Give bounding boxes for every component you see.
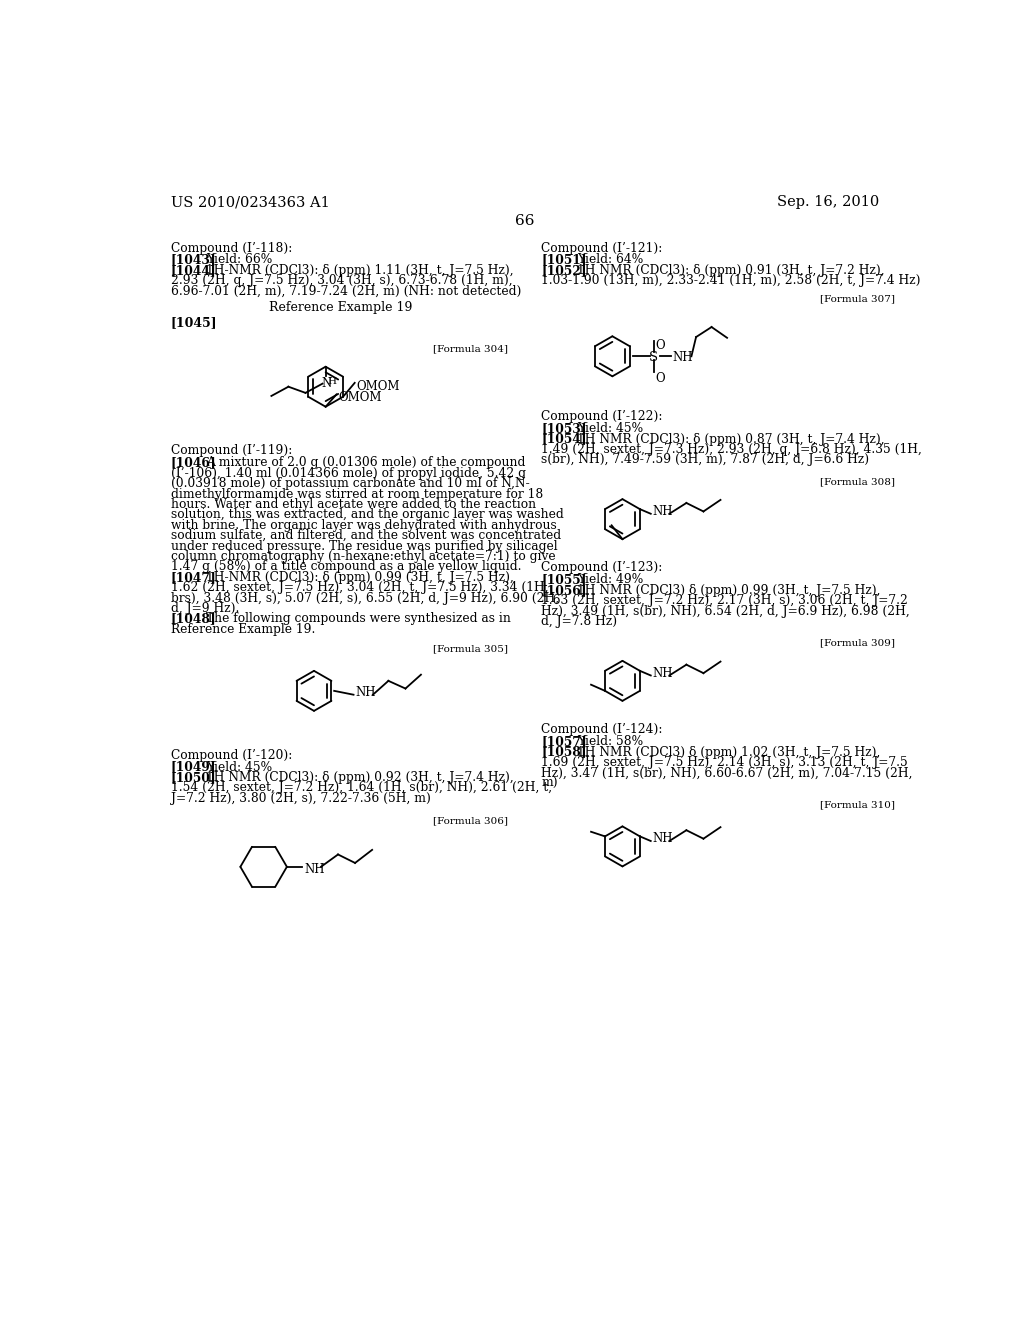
Text: column chromatography (n-hexane:ethyl acetate=7:1) to give: column chromatography (n-hexane:ethyl ac… xyxy=(171,550,555,562)
Text: Hz), 3.47 (1H, s(br), NH), 6.60-6.67 (2H, m), 7.04-7.15 (2H,: Hz), 3.47 (1H, s(br), NH), 6.60-6.67 (2H… xyxy=(541,767,912,779)
Text: [Formula 309]: [Formula 309] xyxy=(820,639,895,648)
Text: NH: NH xyxy=(652,506,673,517)
Text: Reference Example 19: Reference Example 19 xyxy=(269,301,413,314)
Text: Reference Example 19.: Reference Example 19. xyxy=(171,623,315,636)
Text: 66: 66 xyxy=(515,214,535,228)
Text: 2.93 (2H, q, J=7.5 Hz), 3.04 (3H, s), 6.73-6.78 (1H, m),: 2.93 (2H, q, J=7.5 Hz), 3.04 (3H, s), 6.… xyxy=(171,275,512,288)
Text: Yield: 45%: Yield: 45% xyxy=(577,422,643,436)
Text: Yield: 66%: Yield: 66% xyxy=(206,253,272,267)
Text: A mixture of 2.0 g (0.01306 mole) of the compound: A mixture of 2.0 g (0.01306 mole) of the… xyxy=(206,457,525,470)
Text: [1053]: [1053] xyxy=(541,422,587,436)
Text: [1043]: [1043] xyxy=(171,253,216,267)
Text: H: H xyxy=(328,376,336,385)
Text: O: O xyxy=(655,372,666,384)
Text: [1050]: [1050] xyxy=(171,771,216,784)
Text: Yield: 64%: Yield: 64% xyxy=(577,253,643,267)
Text: Yield: 58%: Yield: 58% xyxy=(577,735,643,748)
Text: NH: NH xyxy=(355,686,376,698)
Text: OMOM: OMOM xyxy=(338,391,382,404)
Text: [1049]: [1049] xyxy=(171,760,216,774)
Text: [Formula 305]: [Formula 305] xyxy=(433,644,508,653)
Text: [1051]: [1051] xyxy=(541,253,587,267)
Text: [1052]: [1052] xyxy=(541,264,587,277)
Text: [1047]: [1047] xyxy=(171,570,216,583)
Text: sodium sulfate, and filtered, and the solvent was concentrated: sodium sulfate, and filtered, and the so… xyxy=(171,529,561,543)
Text: 1H-NMR (CDCl3): δ (ppm) 1.11 (3H, t, J=7.5 Hz),: 1H-NMR (CDCl3): δ (ppm) 1.11 (3H, t, J=7… xyxy=(206,264,514,277)
Text: 1.63 (2H, sextet, J=7.2 Hz), 2.17 (3H, s), 3.06 (2H, t, J=7.2: 1.63 (2H, sextet, J=7.2 Hz), 2.17 (3H, s… xyxy=(541,594,908,607)
Text: hours. Water and ethyl acetate were added to the reaction: hours. Water and ethyl acetate were adde… xyxy=(171,498,536,511)
Text: O: O xyxy=(655,339,666,352)
Text: N: N xyxy=(321,376,331,389)
Text: 1.54 (2H, sextet, J=7.2 Hz), 1.64 (1H, s(br), NH), 2.61 (2H, t,: 1.54 (2H, sextet, J=7.2 Hz), 1.64 (1H, s… xyxy=(171,781,552,795)
Text: [Formula 306]: [Formula 306] xyxy=(433,817,508,826)
Text: [1054]: [1054] xyxy=(541,433,587,446)
Text: [1048]: [1048] xyxy=(171,612,216,626)
Text: Compound (I’-124):: Compound (I’-124): xyxy=(541,723,663,737)
Text: Hz), 3.49 (1H, s(br), NH), 6.54 (2H, d, J=6.9 Hz), 6.98 (2H,: Hz), 3.49 (1H, s(br), NH), 6.54 (2H, d, … xyxy=(541,605,910,618)
Text: Compound (I’-119):: Compound (I’-119): xyxy=(171,445,292,458)
Text: 1H NMR (CDCl3): δ (ppm) 0.87 (3H, t, J=7.4 Hz),: 1H NMR (CDCl3): δ (ppm) 0.87 (3H, t, J=7… xyxy=(577,433,885,446)
Text: 1H NMR (CDCl3) δ (ppm) 1.02 (3H, t, J=7.5 Hz),: 1H NMR (CDCl3) δ (ppm) 1.02 (3H, t, J=7.… xyxy=(577,746,880,759)
Text: 1H NMR (CDCl3): δ (ppm) 0.92 (3H, t, J=7.4 Hz),: 1H NMR (CDCl3): δ (ppm) 0.92 (3H, t, J=7… xyxy=(206,771,514,784)
Text: Compound (I’-122):: Compound (I’-122): xyxy=(541,411,663,424)
Text: 1.62 (2H, sextet, J=7.5 Hz), 3.04 (2H, t, J=7.5 Hz), 3.34 (1H,: 1.62 (2H, sextet, J=7.5 Hz), 3.04 (2H, t… xyxy=(171,581,548,594)
Text: [1057]: [1057] xyxy=(541,735,587,748)
Text: Compound (I’-120):: Compound (I’-120): xyxy=(171,748,292,762)
Text: S: S xyxy=(649,351,658,364)
Text: [Formula 304]: [Formula 304] xyxy=(433,345,508,354)
Text: dimethylformamide was stirred at room temperature for 18: dimethylformamide was stirred at room te… xyxy=(171,487,543,500)
Text: 1.47 g (58%) of a title compound as a pale yellow liquid.: 1.47 g (58%) of a title compound as a pa… xyxy=(171,560,521,573)
Text: 1H NMR (CDCl3) δ (ppm) 0.99 (3H, t, J=7.5 Hz),: 1H NMR (CDCl3) δ (ppm) 0.99 (3H, t, J=7.… xyxy=(577,583,881,597)
Text: [Formula 310]: [Formula 310] xyxy=(820,800,895,809)
Text: brs), 3.48 (3H, s), 5.07 (2H, s), 6.55 (2H, d, J=9 Hz), 6.90 (2H,: brs), 3.48 (3H, s), 5.07 (2H, s), 6.55 (… xyxy=(171,591,559,605)
Text: Compound (I’-123):: Compound (I’-123): xyxy=(541,561,663,574)
Text: Sep. 16, 2010: Sep. 16, 2010 xyxy=(777,195,879,210)
Text: (0.03918 mole) of potassium carbonate and 10 ml of N,N-: (0.03918 mole) of potassium carbonate an… xyxy=(171,478,529,490)
Text: s(br), NH), 7.49-7.59 (3H, m), 7.87 (2H, d, J=6.6 Hz): s(br), NH), 7.49-7.59 (3H, m), 7.87 (2H,… xyxy=(541,453,869,466)
Text: [Formula 307]: [Formula 307] xyxy=(820,294,895,304)
Text: Yield: 45%: Yield: 45% xyxy=(206,760,272,774)
Text: NH: NH xyxy=(652,832,673,845)
Text: OMOM: OMOM xyxy=(356,380,399,393)
Text: d, J=7.8 Hz): d, J=7.8 Hz) xyxy=(541,615,617,628)
Text: 1.49 (2H, sextet, J=7.3 Hz), 2.93 (2H, q, J=6.8 Hz), 4.35 (1H,: 1.49 (2H, sextet, J=7.3 Hz), 2.93 (2H, q… xyxy=(541,444,922,455)
Text: with brine. The organic layer was dehydrated with anhydrous: with brine. The organic layer was dehydr… xyxy=(171,519,556,532)
Text: (I’-106), 1.40 ml (0.014366 mole) of propyl iodide, 5.42 g: (I’-106), 1.40 ml (0.014366 mole) of pro… xyxy=(171,467,525,479)
Text: [1055]: [1055] xyxy=(541,573,587,586)
Text: under reduced pressure. The residue was purified by silicagel: under reduced pressure. The residue was … xyxy=(171,540,557,553)
Text: NH: NH xyxy=(673,351,693,364)
Text: US 2010/0234363 A1: US 2010/0234363 A1 xyxy=(171,195,330,210)
Text: 1H NMR (CDCl3): δ (ppm) 0.91 (3H, t, J=7.2 Hz),: 1H NMR (CDCl3): δ (ppm) 0.91 (3H, t, J=7… xyxy=(577,264,885,277)
Text: Compound (I’-118):: Compound (I’-118): xyxy=(171,242,292,255)
Text: 1H-NMR (CDCl3): δ (ppm) 0.99 (3H, t, J=7.5 Hz),: 1H-NMR (CDCl3): δ (ppm) 0.99 (3H, t, J=7… xyxy=(206,570,514,583)
Text: 6.96-7.01 (2H, m), 7.19-7.24 (2H, m) (NH: not detected): 6.96-7.01 (2H, m), 7.19-7.24 (2H, m) (NH… xyxy=(171,285,521,298)
Text: solution, this was extracted, and the organic layer was washed: solution, this was extracted, and the or… xyxy=(171,508,563,521)
Text: Yield: 49%: Yield: 49% xyxy=(577,573,643,586)
Text: NH: NH xyxy=(652,667,673,680)
Text: NH: NH xyxy=(304,863,325,876)
Text: [1056]: [1056] xyxy=(541,583,587,597)
Text: [1058]: [1058] xyxy=(541,746,587,759)
Text: The following compounds were synthesized as in: The following compounds were synthesized… xyxy=(206,612,511,626)
Text: [1044]: [1044] xyxy=(171,264,216,277)
Text: d, J=9 Hz).: d, J=9 Hz). xyxy=(171,602,239,615)
Text: [1045]: [1045] xyxy=(171,317,217,329)
Text: 1.03-1.90 (13H, m), 2.33-2.41 (1H, m), 2.58 (2H, t, J=7.4 Hz): 1.03-1.90 (13H, m), 2.33-2.41 (1H, m), 2… xyxy=(541,275,921,288)
Text: 1.69 (2H, sextet, J=7.5 Hz), 2.14 (3H, s), 3.13 (2H, t, J=7.5: 1.69 (2H, sextet, J=7.5 Hz), 2.14 (3H, s… xyxy=(541,756,908,770)
Text: [1046]: [1046] xyxy=(171,457,216,470)
Text: [Formula 308]: [Formula 308] xyxy=(820,477,895,486)
Text: J=7.2 Hz), 3.80 (2H, s), 7.22-7.36 (5H, m): J=7.2 Hz), 3.80 (2H, s), 7.22-7.36 (5H, … xyxy=(171,792,430,805)
Text: m): m) xyxy=(541,776,558,789)
Text: Compound (I’-121):: Compound (I’-121): xyxy=(541,242,663,255)
